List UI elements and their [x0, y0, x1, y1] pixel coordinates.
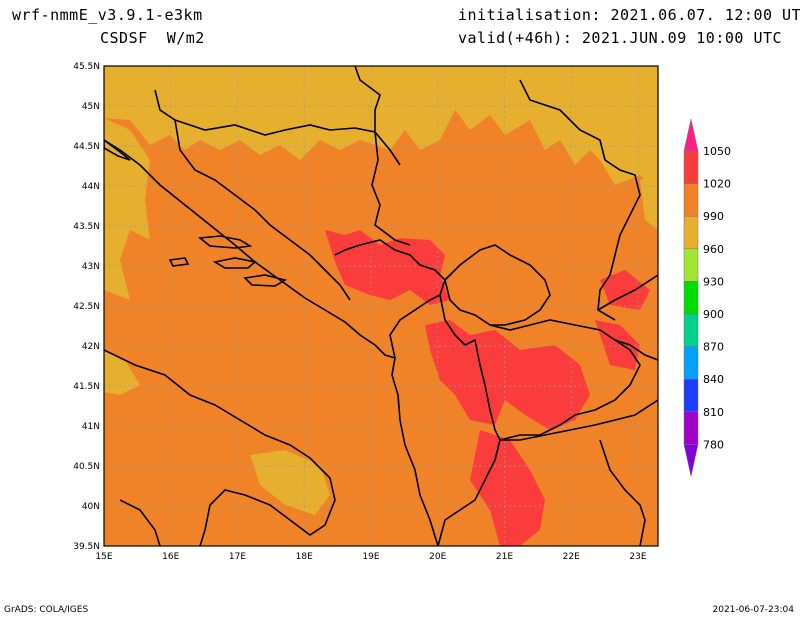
lat-tick-labels: 39.5N 40N 40.5N 41N 41.5N 42N 42.5N 43N 43.5N 44N…: [73, 62, 100, 552]
greece-east: [599, 439, 646, 546]
legend-top-arrow: [683, 118, 699, 152]
bulgaria-sw: [614, 339, 658, 361]
field-1020-albania: [425, 320, 590, 430]
legend-level-label: 990: [703, 210, 724, 223]
legend-swatch: [683, 150, 699, 184]
field-1020-montenegro: [325, 230, 450, 305]
valid-time: valid(+46h): 2021.JUN.09 10:00 UTC: [458, 29, 783, 47]
legend-swatch: [683, 183, 699, 217]
island-3: [243, 274, 288, 287]
legend-bottom-arrow: [683, 444, 699, 477]
lat-tick-label: 43.5N: [73, 222, 100, 232]
serbia-north: [354, 66, 381, 132]
init-time: initialisation: 2021.06.07. 12:00 UTC: [458, 6, 800, 24]
serbia-ne: [519, 79, 606, 161]
lon-tick-label: 21E: [496, 552, 513, 562]
field-1020-east: [595, 320, 640, 370]
greece-west: [437, 439, 501, 546]
legend-level-label: 960: [703, 243, 724, 256]
serbia-west: [371, 131, 411, 246]
model-title: wrf-nmmE_v3.9.1-e3km: [12, 6, 203, 24]
legend-level-label: 1020: [703, 178, 731, 191]
lat-tick-label: 42.5N: [73, 302, 100, 312]
lat-tick-label: 40.5N: [73, 462, 100, 472]
lat-tick-label: 40N: [82, 502, 100, 512]
legend-swatch: [683, 411, 699, 445]
legend-swatch: [683, 281, 699, 315]
footer-right: 2021-06-07-23:04: [712, 605, 795, 615]
variable-title: CSDSF W/m2: [100, 29, 205, 47]
footer-left: GrADS: COLA/IGES: [4, 605, 89, 615]
plot-frame: [103, 65, 659, 547]
lat-tick-label: 44N: [82, 182, 100, 192]
field-1020-greece: [470, 430, 545, 546]
field-960-north: [104, 66, 658, 190]
adriatic-coast-north: [104, 139, 396, 359]
field-1020-ne: [600, 270, 650, 310]
albania-east: [439, 294, 501, 441]
legend-level-label: 1050: [703, 145, 731, 158]
lon-tick-label: 16E: [162, 552, 179, 562]
legend-level-label: 780: [703, 438, 724, 451]
island-1: [197, 235, 253, 249]
italy-coast: [104, 349, 336, 546]
legend-level-label: 900: [703, 308, 724, 321]
lon-tick-label: 15E: [95, 552, 112, 562]
lat-tick-label: 42N: [82, 342, 100, 352]
lat-tick-label: 45N: [82, 102, 100, 112]
lat-tick-label: 45.5N: [73, 62, 100, 72]
lat-tick-label: 44.5N: [73, 142, 100, 152]
island-5: [104, 139, 131, 161]
lon-tick-label: 18E: [296, 552, 313, 562]
legend-swatch: [683, 378, 699, 413]
kosovo: [444, 244, 551, 326]
borders: [104, 66, 658, 546]
lon-tick-label: 23E: [629, 552, 646, 562]
montenegro-border: [334, 239, 446, 359]
lon-tick-label: 17E: [229, 552, 246, 562]
legend-level-label: 930: [703, 275, 724, 288]
color-legend: 1050 1020 990 960 930 900 870 840 810 780: [683, 118, 731, 477]
greece-north: [500, 399, 658, 441]
field-960-italy: [104, 350, 140, 395]
legend-swatch: [683, 215, 699, 250]
island-4: [168, 257, 190, 267]
lat-tick-label: 41N: [82, 422, 100, 432]
legend-level-label: 870: [703, 341, 724, 354]
lat-tick-label: 41.5N: [73, 382, 100, 392]
italy-tip: [119, 499, 161, 546]
field-960-se: [640, 170, 658, 230]
island-2: [212, 257, 257, 269]
legend-level-label: 810: [703, 406, 724, 419]
legend-swatch: [683, 313, 699, 347]
lat-tick-label: 43N: [82, 262, 100, 272]
lon-tick-label: 19E: [362, 552, 379, 562]
macedonia: [489, 319, 641, 441]
bulgaria: [597, 274, 658, 311]
albania-coast: [391, 357, 439, 546]
serbia-east: [597, 159, 641, 321]
legend-swatch: [683, 248, 699, 282]
lon-tick-labels: 15E 16E 17E 18E 19E 20E 21E 22E 23E: [95, 552, 646, 562]
lon-tick-label: 20E: [429, 552, 446, 562]
legend-level-label: 840: [703, 373, 724, 386]
lon-tick-label: 22E: [563, 552, 580, 562]
legend-swatch: [683, 346, 699, 380]
bosnia-inner: [174, 119, 351, 301]
graticule: [104, 66, 658, 546]
lat-tick-label: 39.5N: [73, 542, 100, 552]
